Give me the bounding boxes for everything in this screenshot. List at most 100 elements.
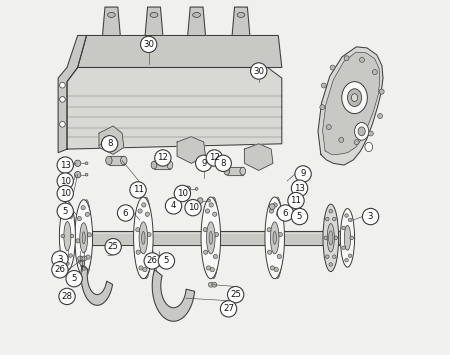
Circle shape [220,301,237,317]
Circle shape [214,233,219,237]
Polygon shape [58,36,86,153]
Circle shape [350,236,354,240]
Circle shape [147,233,151,237]
Circle shape [321,83,326,88]
Text: 12: 12 [209,153,220,163]
Text: 25: 25 [230,290,241,299]
Text: 10: 10 [60,176,71,186]
Polygon shape [323,52,380,154]
Ellipse shape [358,127,365,136]
Circle shape [348,254,352,257]
Ellipse shape [351,94,358,102]
Circle shape [362,208,379,225]
Circle shape [339,137,344,142]
Circle shape [209,203,213,207]
Circle shape [273,203,277,207]
Circle shape [205,209,210,213]
Polygon shape [145,7,163,36]
Text: 8: 8 [220,159,226,168]
Circle shape [157,256,162,261]
Text: 25: 25 [108,242,119,251]
Ellipse shape [323,204,338,272]
Circle shape [354,140,359,145]
Circle shape [348,218,352,222]
Circle shape [85,173,88,176]
Circle shape [57,185,73,202]
Circle shape [334,236,338,240]
Circle shape [203,250,208,254]
Circle shape [329,209,333,213]
Text: 10: 10 [60,189,71,198]
Circle shape [59,288,75,305]
Ellipse shape [121,156,127,165]
Circle shape [342,226,346,230]
Polygon shape [152,270,194,321]
Text: 4: 4 [171,201,176,211]
Ellipse shape [340,208,355,267]
Circle shape [105,239,122,255]
Text: 12: 12 [158,153,168,163]
Circle shape [330,65,335,70]
Polygon shape [99,126,124,154]
Circle shape [77,217,81,221]
Ellipse shape [208,197,219,279]
Ellipse shape [75,200,93,276]
Ellipse shape [272,197,283,279]
Circle shape [278,233,283,237]
Circle shape [136,250,140,254]
Polygon shape [78,36,282,67]
Circle shape [325,255,329,258]
Ellipse shape [82,232,85,244]
Circle shape [76,239,80,243]
Text: 5: 5 [297,212,302,221]
Ellipse shape [64,222,71,251]
Text: 5: 5 [72,274,77,283]
Ellipse shape [347,89,362,106]
Ellipse shape [240,167,246,175]
Text: 6: 6 [123,208,128,218]
Text: 11: 11 [133,185,144,195]
Circle shape [360,58,364,62]
Ellipse shape [344,225,351,250]
Text: 8: 8 [107,139,112,148]
Circle shape [320,105,325,110]
Circle shape [213,212,217,216]
Circle shape [292,180,308,196]
Text: 28: 28 [62,292,72,301]
Circle shape [326,125,331,130]
Ellipse shape [141,197,152,279]
Circle shape [140,36,157,53]
Circle shape [145,212,149,216]
Circle shape [269,209,274,213]
Circle shape [203,228,207,232]
Polygon shape [81,266,112,305]
Circle shape [345,214,348,217]
Ellipse shape [134,197,153,279]
Ellipse shape [335,231,342,245]
Text: 13: 13 [294,184,305,193]
Circle shape [151,256,156,261]
Circle shape [329,263,333,266]
Circle shape [59,82,65,88]
Text: 26: 26 [147,256,158,266]
Circle shape [101,136,118,152]
Ellipse shape [150,12,158,17]
Circle shape [75,160,81,166]
Circle shape [57,157,73,173]
Ellipse shape [167,161,173,169]
Circle shape [292,208,308,225]
Text: 27: 27 [223,304,234,313]
Ellipse shape [71,231,77,245]
Circle shape [196,155,212,171]
Polygon shape [232,7,250,36]
Circle shape [139,266,143,270]
Circle shape [174,185,190,202]
Polygon shape [318,47,383,165]
Circle shape [69,254,72,257]
Ellipse shape [327,224,334,252]
Circle shape [158,253,175,269]
Circle shape [344,56,349,61]
Circle shape [70,234,74,238]
Circle shape [324,236,328,240]
Circle shape [81,206,85,210]
